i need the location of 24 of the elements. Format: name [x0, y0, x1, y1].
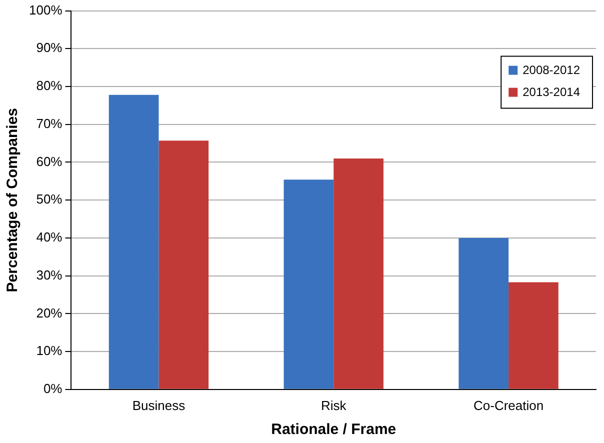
y-tick-label: 10% — [36, 343, 63, 358]
y-tick-label: 60% — [36, 154, 63, 169]
x-tick-label: Risk — [320, 398, 347, 413]
y-tick-label: 80% — [36, 78, 63, 94]
legend-label: 2013-2014 — [522, 85, 580, 100]
legend-label: 2008-2012 — [522, 63, 580, 78]
x-tick-label: Business — [132, 398, 186, 413]
y-tick-label: 30% — [36, 267, 63, 282]
y-tick-label: 20% — [36, 305, 63, 320]
bar — [284, 180, 334, 389]
y-tick-label: 100% — [29, 2, 63, 18]
y-tick-label: 90% — [36, 40, 63, 56]
bar — [108, 94, 159, 389]
bar — [508, 282, 558, 389]
bar — [158, 140, 209, 389]
y-tick-label: 50% — [36, 192, 63, 207]
y-tick-label: 0% — [43, 380, 63, 396]
bar — [334, 158, 384, 389]
y-tick-label: 70% — [36, 116, 63, 131]
x-axis-title: Rationale / Frame — [271, 421, 396, 438]
y-axis-title: Percentage of Companies — [4, 108, 22, 292]
y-tick-label: 40% — [36, 230, 63, 245]
bar — [458, 238, 509, 389]
x-tick-label: Co-Creation — [473, 398, 544, 413]
